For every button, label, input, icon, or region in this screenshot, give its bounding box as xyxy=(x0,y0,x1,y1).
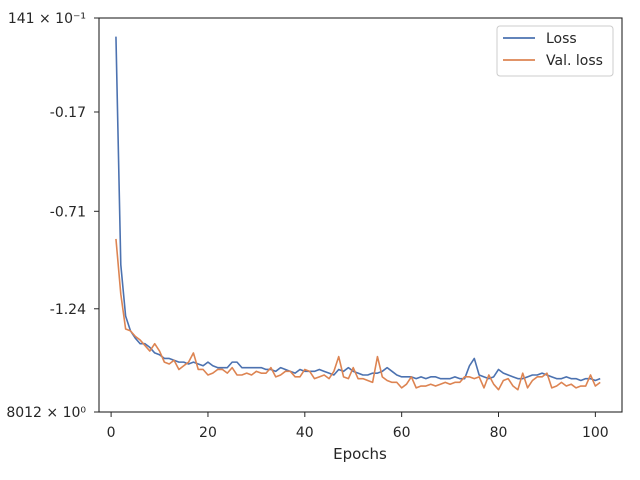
x-tick-label: 80 xyxy=(490,425,508,441)
x-axis: 0 20 40 60 80 100 xyxy=(107,412,609,441)
y-tick-label: 8012 × 10⁰ xyxy=(6,405,86,421)
x-tick-label: 40 xyxy=(296,425,314,441)
y-tick-label: -0.17 xyxy=(50,105,86,121)
y-tick-label: -0.71 xyxy=(50,204,86,220)
x-axis-label: Epochs xyxy=(333,445,387,463)
plot-area xyxy=(98,17,623,413)
x-tick-label: 60 xyxy=(393,425,411,441)
x-tick-label: 100 xyxy=(582,425,609,441)
legend-label-val-loss: Val. loss xyxy=(546,53,603,69)
series-line-val-loss xyxy=(115,238,601,391)
x-tick-label: 20 xyxy=(199,425,217,441)
legend-label-loss: Loss xyxy=(546,31,577,47)
y-tick-label: 141 × 10⁻¹ xyxy=(8,11,86,27)
y-tick-label: -1.24 xyxy=(50,302,86,318)
plot-frame xyxy=(98,17,623,413)
legend: Loss Val. loss xyxy=(496,25,614,77)
y-axis: 141 × 10⁻¹ -0.17 -0.71 -1.24 8012 × 10⁰ xyxy=(6,11,99,421)
x-tick-label: 0 xyxy=(107,425,116,441)
